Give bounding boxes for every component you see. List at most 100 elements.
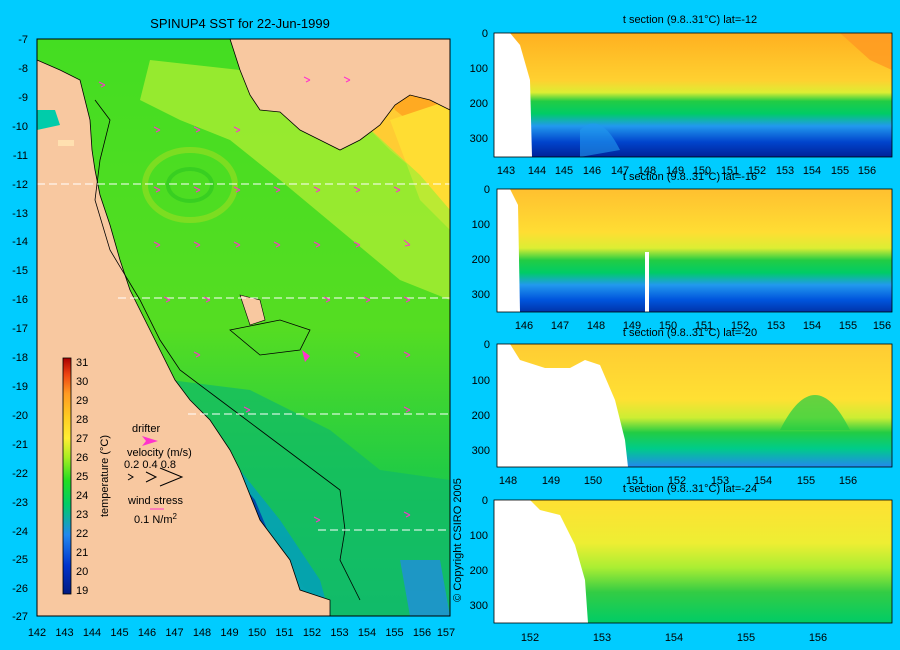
lon-tick: 155 bbox=[737, 632, 755, 644]
section-title: t section (9.8..31°C) lat=-24 bbox=[623, 483, 757, 495]
lat-tick: -14 bbox=[12, 236, 28, 248]
lon-tick: 143 bbox=[497, 165, 515, 177]
section-field bbox=[494, 33, 892, 157]
lat-tick: -27 bbox=[12, 611, 28, 623]
colorbar-tick: 31 bbox=[76, 357, 88, 369]
lon-tick: 152 bbox=[521, 632, 539, 644]
section-field bbox=[497, 189, 892, 312]
lat-tick: -9 bbox=[18, 92, 28, 104]
lat-tick: -23 bbox=[12, 497, 28, 509]
lon-tick: 155 bbox=[839, 320, 857, 332]
lat-tick: -26 bbox=[12, 583, 28, 595]
section-panel-2: t section (9.8..31°C) lat=-16 0 100 200 … bbox=[472, 171, 893, 332]
map-legend: drifter velocity (m/s) 0.2 0.4 0.8 wind … bbox=[124, 423, 192, 526]
lon-tick: 156 bbox=[858, 165, 876, 177]
lon-tick: 150 bbox=[693, 165, 711, 177]
section-upwell bbox=[580, 123, 620, 157]
section-warm-patch bbox=[840, 33, 892, 70]
colorbar-tick: 22 bbox=[76, 528, 88, 540]
lon-tick: 153 bbox=[767, 320, 785, 332]
map-title: SPINUP4 SST for 22-Jun-1999 bbox=[150, 16, 330, 31]
lon-tick: 156 bbox=[413, 627, 431, 639]
legend-velocity-arrow-mid bbox=[145, 471, 158, 483]
lon-tick: 155 bbox=[385, 627, 403, 639]
depth-tick: 100 bbox=[470, 63, 488, 75]
legend-velocity-scale: 0.2 0.4 0.8 bbox=[124, 459, 176, 471]
map-reef-outline bbox=[94, 99, 361, 601]
section-dome bbox=[780, 395, 850, 430]
velocity-arrows bbox=[98, 76, 411, 523]
lon-tick: 144 bbox=[528, 165, 546, 177]
lat-tick: -19 bbox=[12, 381, 28, 393]
lon-tick: 152 bbox=[748, 165, 766, 177]
lon-tick: 153 bbox=[711, 475, 729, 487]
colorbar: 31 30 29 28 27 26 25 24 23 22 21 20 19 t… bbox=[62, 357, 111, 597]
lat-tick: -8 bbox=[18, 63, 28, 75]
lon-tick: 153 bbox=[776, 165, 794, 177]
map-cool-patch bbox=[400, 560, 450, 616]
legend-wind-value: 0.1 N/m2 bbox=[134, 512, 178, 526]
lon-tick: 148 bbox=[499, 475, 517, 487]
depth-tick: 0 bbox=[482, 28, 488, 40]
drifter-marker bbox=[302, 350, 310, 362]
colorbar-scale bbox=[62, 357, 72, 595]
colorbar-tick: 24 bbox=[76, 490, 88, 502]
colorbar-tick: 25 bbox=[76, 471, 88, 483]
depth-tick: 200 bbox=[470, 565, 488, 577]
map-island bbox=[58, 140, 74, 146]
legend-wind-label: wind stress bbox=[127, 495, 184, 507]
depth-tick: 300 bbox=[472, 289, 490, 301]
depth-tick: 100 bbox=[472, 219, 490, 231]
colorbar-tick: 28 bbox=[76, 414, 88, 426]
lat-tick: -7 bbox=[18, 34, 28, 46]
lat-tick: -22 bbox=[12, 468, 28, 480]
lon-tick: 148 bbox=[638, 165, 656, 177]
lat-tick: -15 bbox=[12, 265, 28, 277]
lat-tick: -13 bbox=[12, 208, 28, 220]
lat-tick: -25 bbox=[12, 554, 28, 566]
lon-tick: 149 bbox=[220, 627, 238, 639]
lon-tick: 156 bbox=[809, 632, 827, 644]
lon-tick: 154 bbox=[803, 320, 821, 332]
lon-tick: 146 bbox=[583, 165, 601, 177]
lon-axis: 142 143 144 145 146 147 148 149 150 151 … bbox=[28, 627, 455, 639]
lon-tick: 154 bbox=[803, 165, 821, 177]
lon-tick: 152 bbox=[303, 627, 321, 639]
lat-tick: -17 bbox=[12, 323, 28, 335]
lon-tick: 154 bbox=[358, 627, 376, 639]
lon-tick: 147 bbox=[551, 320, 569, 332]
colorbar-tick: 30 bbox=[76, 376, 88, 388]
lat-tick: -11 bbox=[13, 150, 28, 162]
lat-tick: -12 bbox=[12, 179, 28, 191]
lon-tick: 156 bbox=[839, 475, 857, 487]
legend-velocity-arrow-small bbox=[127, 473, 134, 481]
section-frame bbox=[496, 343, 893, 468]
lat-tick: -21 bbox=[12, 439, 28, 451]
section-panel-3: t section (9.8..31°C) lat=-20 0 100 200 … bbox=[472, 327, 893, 487]
copyright-text: © Copyright CSIRO 2005 bbox=[452, 478, 464, 602]
lon-tick: 147 bbox=[165, 627, 183, 639]
lon-tick: 150 bbox=[659, 320, 677, 332]
lon-tick: 153 bbox=[330, 627, 348, 639]
section-bathymetry bbox=[497, 344, 628, 467]
lon-tick: 151 bbox=[626, 475, 644, 487]
lon-tick: 148 bbox=[587, 320, 605, 332]
lon-tick: 151 bbox=[695, 320, 713, 332]
lon-tick: 156 bbox=[873, 320, 891, 332]
legend-velocity-arrow-large bbox=[159, 467, 184, 487]
depth-tick: 200 bbox=[472, 254, 490, 266]
map-eddy-core bbox=[166, 167, 214, 203]
lon-tick: 149 bbox=[623, 320, 641, 332]
section-title: t section (9.8..31°C) lat=-16 bbox=[623, 171, 757, 183]
lon-tick: 149 bbox=[666, 165, 684, 177]
lat-tick: -24 bbox=[12, 526, 28, 538]
map-reef-shape bbox=[229, 319, 311, 356]
lon-tick: 152 bbox=[668, 475, 686, 487]
lon-tick: 145 bbox=[555, 165, 573, 177]
lon-tick: 144 bbox=[83, 627, 101, 639]
section-bathymetry bbox=[494, 500, 588, 623]
depth-tick: 300 bbox=[472, 445, 490, 457]
lon-tick: 154 bbox=[754, 475, 772, 487]
lon-tick: 155 bbox=[797, 475, 815, 487]
